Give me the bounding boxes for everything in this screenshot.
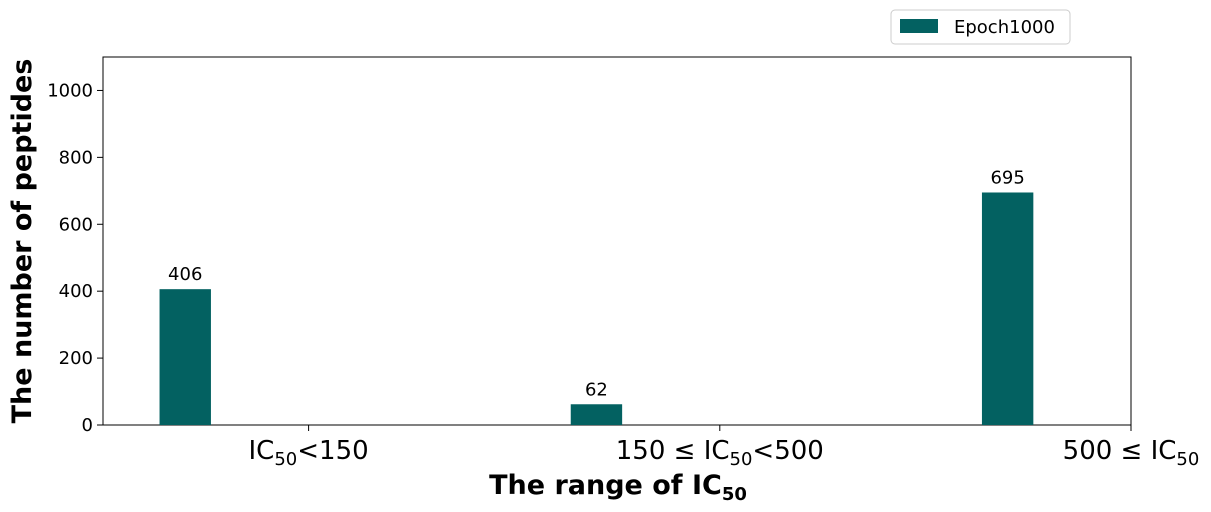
y-tick-label: 800	[59, 147, 93, 168]
bar	[570, 404, 623, 425]
x-tick-label: 500 ≤ IC50	[1063, 436, 1200, 470]
y-tick-label: 0	[82, 415, 93, 436]
legend-frame	[890, 9, 1071, 45]
bar	[159, 289, 211, 425]
x-axis-title: The range of IC50	[489, 470, 747, 505]
bar-value-label: 406	[168, 264, 202, 285]
x-tick-label: IC50<150	[249, 436, 369, 470]
legend: Epoch1000	[890, 9, 1071, 45]
bar	[981, 192, 1034, 425]
y-tick-label: 400	[59, 281, 93, 302]
legend-label: Epoch1000	[954, 17, 1055, 38]
y-axis: 0 200 400 600 800 1000	[47, 80, 103, 436]
y-axis-title: The number of peptides	[7, 59, 38, 424]
bars	[159, 192, 1034, 425]
y-tick-label: 1000	[47, 80, 93, 101]
bar-value-label: 62	[585, 379, 608, 400]
x-tick-label: 150 ≤ IC50<500	[616, 436, 824, 470]
bar-labels: 406 62 695	[168, 167, 1025, 400]
y-tick-label: 600	[59, 214, 93, 235]
plot-area	[102, 56, 1132, 426]
bar-value-label: 695	[990, 167, 1024, 188]
legend-swatch	[900, 19, 938, 33]
y-tick-label: 200	[59, 348, 93, 369]
x-axis: IC50<150 150 ≤ IC50<500 500 ≤ IC50	[249, 425, 1200, 470]
